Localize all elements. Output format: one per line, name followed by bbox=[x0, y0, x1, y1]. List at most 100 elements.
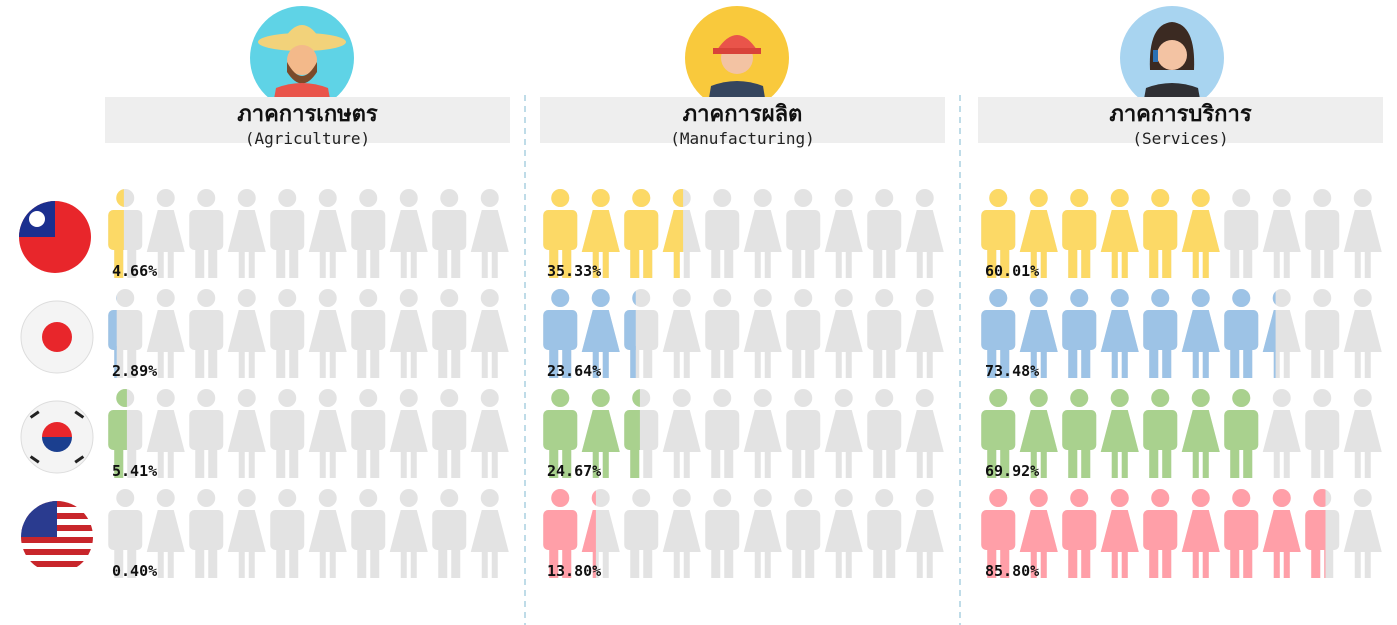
leg bbox=[1324, 546, 1334, 578]
dress bbox=[1343, 310, 1382, 352]
value-label: 2.89% bbox=[112, 362, 157, 380]
leg bbox=[805, 346, 815, 378]
leg bbox=[792, 246, 802, 278]
leg bbox=[711, 546, 721, 578]
leg bbox=[1311, 346, 1321, 378]
leg bbox=[329, 250, 336, 278]
value-label: 35.33% bbox=[547, 262, 601, 280]
leg bbox=[481, 550, 488, 578]
leg bbox=[1068, 546, 1078, 578]
torso bbox=[1062, 210, 1097, 250]
dress bbox=[662, 510, 701, 552]
leg bbox=[400, 250, 407, 278]
leg bbox=[289, 246, 299, 278]
torso bbox=[1224, 210, 1259, 250]
leg bbox=[916, 250, 923, 278]
head bbox=[480, 289, 499, 307]
sector-title: ภาคการเกษตร bbox=[237, 102, 378, 127]
leg bbox=[873, 446, 883, 478]
torso bbox=[270, 510, 305, 550]
leg bbox=[357, 346, 367, 378]
sector-subtitle: (Manufacturing) bbox=[670, 129, 815, 148]
leg bbox=[643, 446, 653, 478]
value-label: 13.80% bbox=[547, 562, 601, 580]
head bbox=[440, 289, 459, 307]
leg bbox=[673, 250, 680, 278]
value-label: 4.66% bbox=[112, 262, 157, 280]
leg bbox=[1243, 546, 1253, 578]
leg bbox=[157, 250, 164, 278]
torso bbox=[351, 510, 386, 550]
dress bbox=[1019, 310, 1058, 352]
head bbox=[197, 189, 216, 207]
leg bbox=[1040, 250, 1047, 278]
dress bbox=[824, 210, 863, 252]
leg bbox=[1364, 350, 1371, 378]
sector-subtitle: (Agriculture) bbox=[245, 129, 370, 148]
torso bbox=[189, 410, 224, 450]
head bbox=[1110, 289, 1129, 307]
leg bbox=[805, 246, 815, 278]
leg bbox=[1162, 546, 1172, 578]
leg bbox=[451, 546, 461, 578]
colored-pictogram bbox=[543, 389, 640, 478]
head bbox=[672, 489, 691, 507]
head bbox=[440, 489, 459, 507]
leg bbox=[886, 546, 896, 578]
leg bbox=[1030, 250, 1037, 278]
leg bbox=[1192, 350, 1199, 378]
leg bbox=[562, 246, 572, 278]
leg bbox=[592, 350, 599, 378]
leg bbox=[370, 346, 380, 378]
head bbox=[1151, 389, 1170, 407]
leg bbox=[370, 246, 380, 278]
leg bbox=[602, 250, 609, 278]
dress bbox=[743, 410, 782, 452]
head bbox=[1313, 489, 1326, 507]
colored-pictogram bbox=[981, 289, 1276, 378]
head bbox=[440, 189, 459, 207]
leg bbox=[1243, 346, 1253, 378]
leg bbox=[754, 350, 761, 378]
leg bbox=[845, 450, 852, 478]
leg bbox=[400, 550, 407, 578]
leg bbox=[630, 546, 640, 578]
head bbox=[1272, 389, 1291, 407]
leg bbox=[602, 450, 609, 478]
head bbox=[197, 389, 216, 407]
torso bbox=[1224, 410, 1259, 450]
leg bbox=[1121, 550, 1128, 578]
leg bbox=[1243, 246, 1253, 278]
leg bbox=[1000, 446, 1010, 478]
torso bbox=[867, 210, 902, 250]
head bbox=[875, 489, 894, 507]
leg bbox=[1192, 250, 1199, 278]
torso bbox=[108, 310, 143, 350]
leg bbox=[673, 550, 680, 578]
dress bbox=[227, 510, 266, 552]
leg bbox=[805, 546, 815, 578]
colored-pictogram bbox=[981, 389, 1259, 478]
leg bbox=[1354, 350, 1361, 378]
farmer-icon bbox=[250, 6, 354, 110]
head bbox=[632, 189, 651, 207]
torso bbox=[786, 310, 821, 350]
head bbox=[1029, 489, 1048, 507]
head bbox=[1191, 189, 1210, 207]
dress bbox=[1343, 510, 1382, 552]
leg bbox=[792, 546, 802, 578]
worker-icon bbox=[685, 6, 789, 110]
leg bbox=[329, 450, 336, 478]
head bbox=[834, 289, 853, 307]
leg bbox=[319, 250, 326, 278]
dress bbox=[905, 310, 944, 352]
leg bbox=[835, 250, 842, 278]
torso bbox=[1305, 510, 1326, 550]
leg bbox=[873, 346, 883, 378]
head bbox=[632, 389, 640, 407]
leg bbox=[1000, 346, 1010, 378]
leg bbox=[724, 546, 734, 578]
dress bbox=[1100, 310, 1139, 352]
head bbox=[1070, 189, 1089, 207]
